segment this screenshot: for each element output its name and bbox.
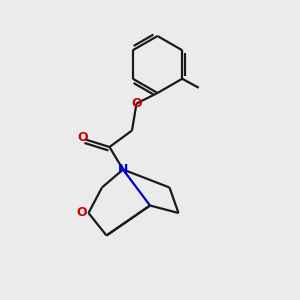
Text: N: N bbox=[118, 163, 128, 176]
Text: O: O bbox=[131, 97, 142, 110]
Text: O: O bbox=[77, 130, 88, 144]
Text: O: O bbox=[76, 206, 87, 220]
